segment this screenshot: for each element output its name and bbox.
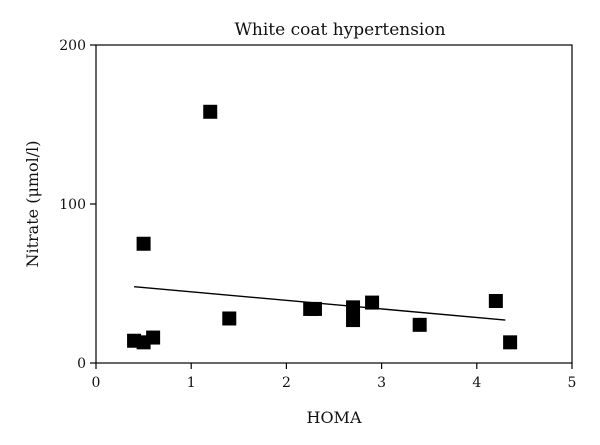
data-point xyxy=(412,317,427,332)
data-point xyxy=(365,295,380,310)
x-tick-label: 1 xyxy=(187,375,196,391)
data-point xyxy=(346,313,361,328)
data-point xyxy=(488,293,503,308)
y-axis-label: Nitrate (μmol/l) xyxy=(23,140,42,267)
axis-ticks: 0 1 2 3 4 5 0 100 200 xyxy=(59,38,576,391)
data-point xyxy=(503,335,518,350)
x-tick-label: 3 xyxy=(377,375,386,391)
y-tick-label: 0 xyxy=(77,356,86,372)
data-point xyxy=(203,104,218,119)
x-axis-label: HOMA xyxy=(306,408,361,427)
data-point xyxy=(346,300,361,315)
plot-frame xyxy=(95,44,573,364)
y-tick-label: 200 xyxy=(59,38,86,54)
x-tick-label: 2 xyxy=(282,375,291,391)
x-tick-label: 5 xyxy=(568,375,577,391)
data-point xyxy=(307,301,322,316)
x-tick-label: 0 xyxy=(92,375,101,391)
y-tick-label: 100 xyxy=(59,197,86,213)
x-tick-label: 4 xyxy=(472,375,481,391)
plot-area: 0 1 2 3 4 5 0 100 200 xyxy=(59,38,576,391)
chart-title: White coat hypertension xyxy=(234,20,445,40)
data-point xyxy=(222,311,237,326)
scatter-markers xyxy=(127,104,518,350)
data-point xyxy=(136,236,151,251)
data-point xyxy=(146,330,161,345)
